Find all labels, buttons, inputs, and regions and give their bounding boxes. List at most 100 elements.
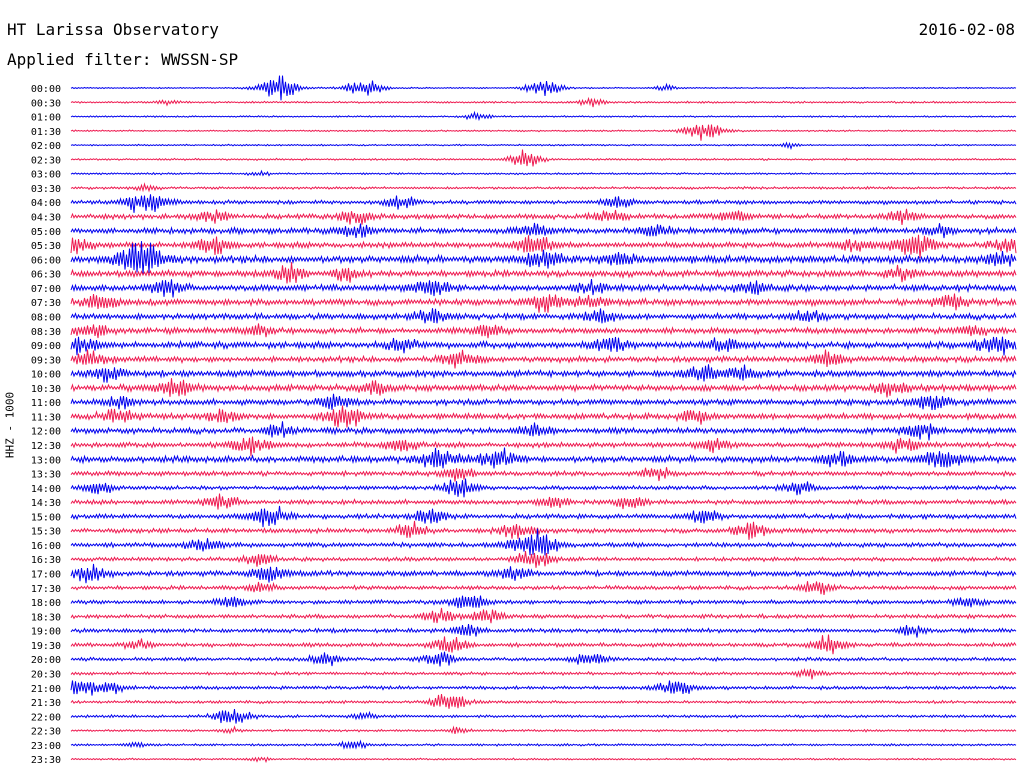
row-time-label: 03:30 [31,184,61,195]
row-time-label: 09:00 [31,341,61,352]
seismic-trace-0700 [70,279,1017,298]
row-time-label: 17:00 [31,570,61,581]
seismic-trace-0430 [70,208,1017,225]
row-time-label: 04:30 [31,213,61,224]
row-time-label: 22:30 [31,727,61,738]
row-time-label: 16:00 [31,541,61,552]
seismic-trace-2200 [70,709,1017,724]
seismic-trace-0030 [70,96,1017,108]
seismic-trace-1200 [70,421,1017,441]
row-time-label: 18:00 [31,598,61,609]
seismic-trace-1130 [70,405,1017,428]
seismic-trace-0330 [70,182,1017,193]
row-time-label: 10:30 [31,384,61,395]
seismic-trace-0930 [70,349,1017,369]
seismic-trace-1100 [70,393,1017,411]
seismic-trace-1530 [70,520,1017,540]
seismic-trace-0530 [70,234,1017,259]
seismic-trace-1330 [70,467,1017,482]
row-time-label: 12:30 [31,441,61,452]
seismic-trace-1300 [70,447,1017,469]
observatory-title: HT Larissa Observatory [7,20,219,39]
seismic-trace-2300 [70,739,1017,750]
row-time-label: 01:30 [31,127,61,138]
row-time-label: 20:30 [31,669,61,680]
row-time-label: 01:00 [31,113,61,124]
seismic-trace-2030 [70,667,1017,680]
seismic-trace-1030 [70,378,1017,398]
row-time-label: 08:30 [31,327,61,338]
row-time-label: 07:30 [31,298,61,309]
seismic-trace-0500 [70,222,1017,239]
row-time-label: 14:00 [31,484,61,495]
seismic-trace-0600 [70,241,1017,275]
seismic-trace-0200 [70,141,1017,151]
seismic-trace-1500 [70,505,1017,528]
row-time-label: 07:00 [31,284,61,295]
row-time-label: 11:00 [31,398,61,409]
row-time-label: 13:00 [31,455,61,466]
seismic-trace-1600 [70,528,1017,556]
seismic-trace-1930 [70,634,1017,655]
seismic-trace-2000 [70,651,1017,667]
seismic-trace-0800 [70,308,1017,324]
row-time-label: 13:30 [31,470,61,481]
seismic-trace-1730 [70,581,1017,595]
row-time-label: 21:30 [31,698,61,709]
seismic-trace-0400 [70,194,1017,213]
row-time-label: 19:00 [31,627,61,638]
row-time-label: 08:00 [31,312,61,323]
seismic-trace-0300 [70,169,1017,177]
row-time-label: 21:00 [31,684,61,695]
row-time-label: 22:00 [31,712,61,723]
row-time-label: 06:30 [31,270,61,281]
seismic-trace-0000 [70,75,1017,101]
seismic-trace-2230 [70,725,1017,735]
row-time-label: 03:00 [31,170,61,181]
seismic-trace-0730 [70,293,1017,313]
row-time-label: 02:00 [31,141,61,152]
row-time-label: 15:00 [31,512,61,523]
seismic-trace-0100 [70,110,1017,122]
row-time-label: 16:30 [31,555,61,566]
seismic-trace-2130 [70,694,1017,709]
date-label: 2016-02-08 [918,20,1015,39]
row-time-label: 18:30 [31,612,61,623]
row-time-label: 05:30 [31,241,61,252]
seismic-trace-1800 [70,595,1017,609]
seismic-trace-2330 [70,756,1017,764]
seismic-trace-1400 [70,478,1017,498]
seismic-trace-2100 [70,680,1017,696]
row-time-label: 11:30 [31,412,61,423]
row-time-label: 04:00 [31,198,61,209]
row-time-label: 15:30 [31,527,61,538]
row-time-label: 12:00 [31,427,61,438]
row-time-label: 02:30 [31,155,61,166]
seismic-trace-0130 [70,124,1017,141]
seismic-trace-1000 [70,364,1017,383]
row-time-label: 00:30 [31,98,61,109]
row-time-label: 17:30 [31,584,61,595]
row-time-label: 23:00 [31,741,61,752]
seismic-trace-1700 [70,563,1017,584]
seismic-trace-1630 [70,551,1017,568]
row-time-label: 05:00 [31,227,61,238]
row-time-label: 06:00 [31,255,61,266]
seismic-trace-1430 [70,493,1017,510]
row-time-label: 23:30 [31,755,61,766]
seismic-trace-1900 [70,624,1017,638]
filter-label: Applied filter: WWSSN-SP [7,50,239,69]
seismic-trace-1830 [70,607,1017,624]
row-time-label: 19:30 [31,641,61,652]
seismic-trace-1230 [70,436,1017,457]
seismic-trace-0900 [70,336,1017,356]
seismic-trace-0830 [70,323,1017,339]
row-time-label: 14:30 [31,498,61,509]
row-time-label: 20:00 [31,655,61,666]
seismic-trace-0230 [70,149,1017,167]
row-time-label: 00:00 [31,84,61,95]
row-time-label: 10:00 [31,370,61,381]
row-time-label: 09:30 [31,355,61,366]
seismic-trace-0630 [70,262,1017,284]
